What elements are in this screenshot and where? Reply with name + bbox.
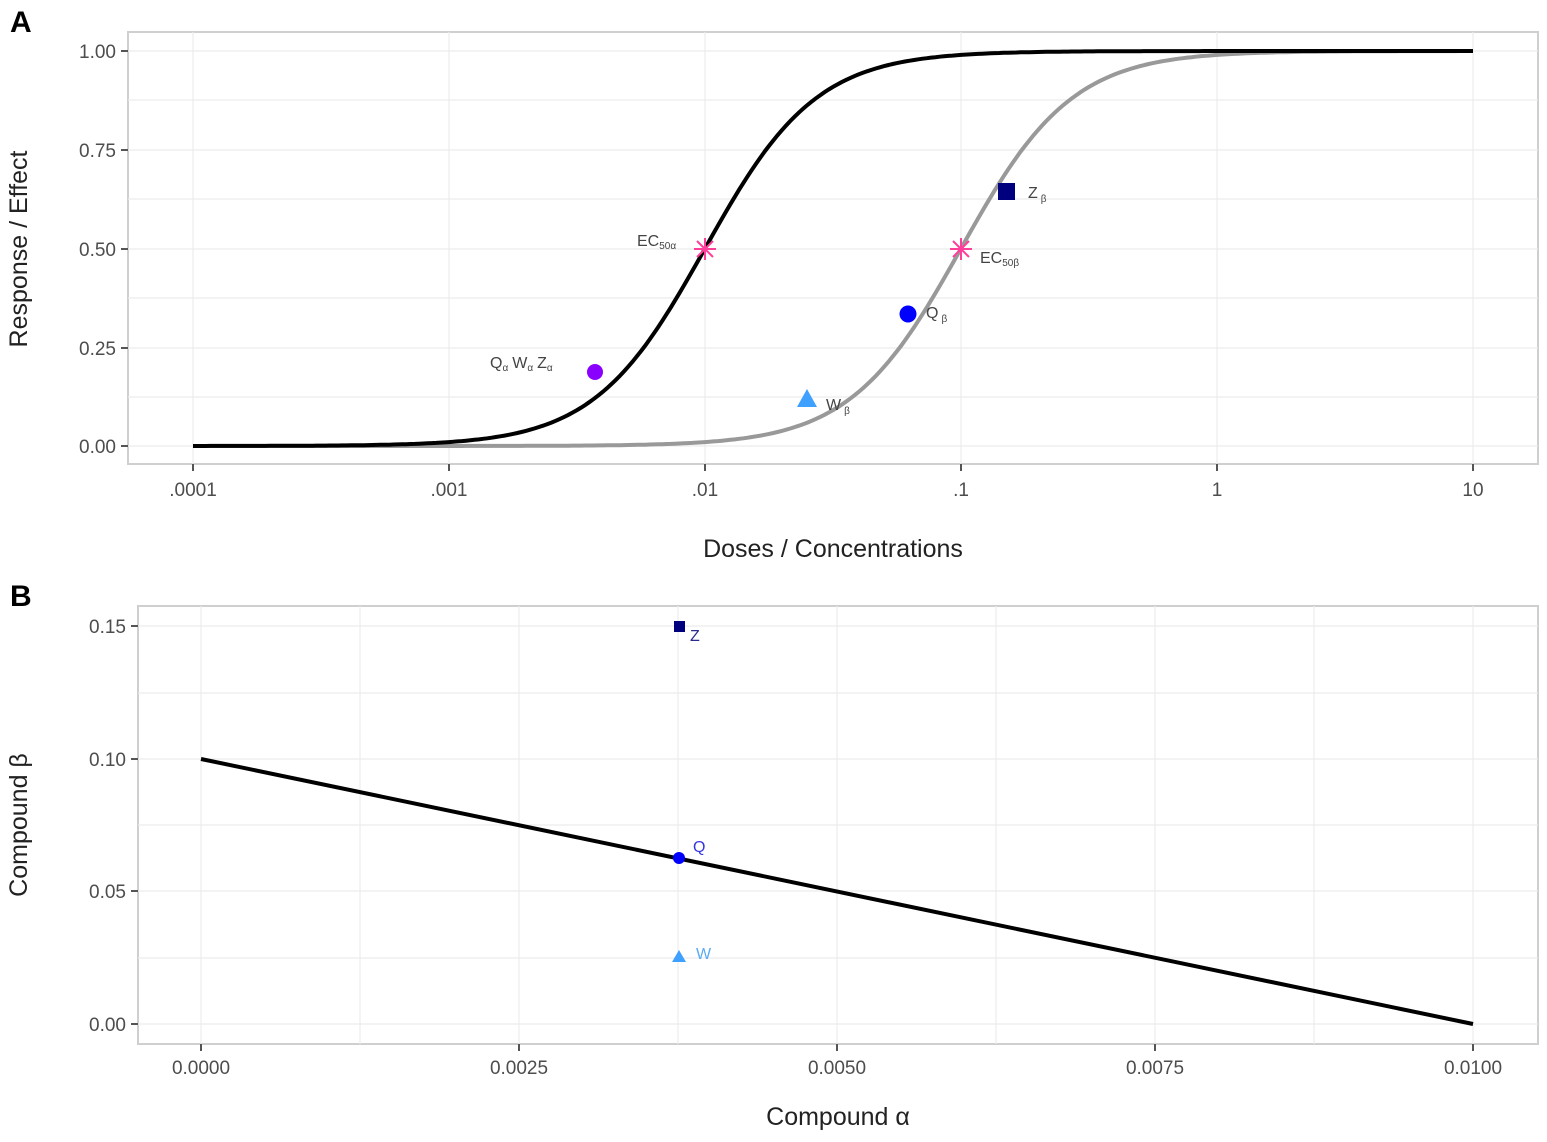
z-marker — [674, 621, 685, 632]
panel-b-x-axis-title: Compound α — [766, 1103, 910, 1131]
x-tick-label: 0.0025 — [490, 1058, 548, 1079]
w-beta-marker — [797, 389, 817, 407]
panel-a-label: A — [10, 6, 32, 39]
x-tick-label: 1 — [1212, 480, 1223, 501]
x-tick-label: 10 — [1462, 480, 1483, 501]
x-tick-label: .001 — [431, 480, 468, 501]
panel-a-x-axis-title: Doses / Concentrations — [703, 535, 963, 563]
isobole-line — [200, 757, 1474, 1026]
curve-alpha — [193, 49, 1473, 448]
panel-b-grid — [138, 606, 1538, 1044]
y-tick-label: 0.05 — [89, 882, 126, 903]
y-tick-label: 0.25 — [79, 339, 116, 360]
q-label: Q — [693, 839, 705, 856]
x-tick-label: 0.0000 — [172, 1058, 230, 1079]
x-tick-label: 0.0100 — [1444, 1058, 1502, 1079]
panel-a-y-ticks — [121, 50, 1474, 471]
q-beta-marker — [899, 305, 917, 323]
panel-b-ticks — [131, 625, 1474, 1051]
ec50-alpha-marker — [694, 238, 716, 260]
y-tick-label: 0.50 — [79, 240, 116, 261]
panel-b-plot: 0.15 0.10 0.05 0.00 0.0000 0.0025 0.0050… — [5, 605, 1539, 1131]
q-w-z-alpha-label: Qα Wα Zα — [490, 355, 553, 374]
panel-a-plot: 1.00 0.75 0.50 0.25 0.00 .0001 .001 .01 … — [5, 31, 1539, 563]
x-tick-label: 0.0050 — [808, 1058, 866, 1079]
q-w-z-alpha-marker — [587, 364, 603, 380]
panel-b-y-axis-title: Compound β — [5, 753, 33, 897]
y-tick-label: 0.00 — [89, 1015, 126, 1036]
panel-a-frame — [127, 31, 1539, 465]
ec50-beta-marker — [950, 238, 972, 260]
ec50-beta-label: EC50β — [980, 250, 1019, 269]
x-tick-label: 0.0075 — [1126, 1058, 1184, 1079]
x-tick-label: .01 — [692, 480, 718, 501]
ec50-alpha-label: EC50α — [637, 233, 676, 252]
w-label: W — [696, 946, 712, 963]
z-beta-marker — [998, 183, 1015, 200]
panel-b-label: B — [10, 580, 32, 613]
x-tick-label: .0001 — [169, 480, 217, 501]
panel-a-y-axis-title: Response / Effect — [5, 151, 33, 348]
q-marker — [673, 852, 685, 864]
x-tick-label: .1 — [953, 480, 969, 501]
y-tick-label: 0.10 — [89, 750, 126, 771]
y-tick-label: 0.00 — [79, 437, 116, 458]
y-tick-label: 0.75 — [79, 141, 116, 162]
w-marker — [672, 950, 686, 962]
z-label: Z — [690, 628, 700, 645]
y-tick-label: 1.00 — [79, 42, 116, 63]
y-tick-label: 0.15 — [89, 617, 126, 638]
